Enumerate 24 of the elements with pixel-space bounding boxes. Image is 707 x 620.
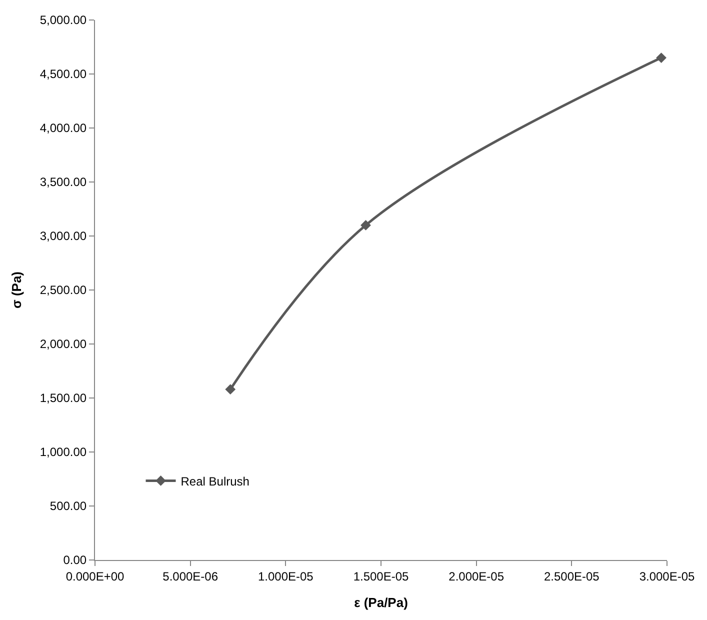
y-tick-label: 3,500.00 [40,175,87,190]
x-tick-label: 2.500E-05 [544,569,600,584]
x-tick-label: 1.500E-05 [353,569,410,584]
y-tick-label: 4,000.00 [40,121,87,136]
y-tick-label: 3,000.00 [40,229,87,244]
y-tick-label: 4,500.00 [40,67,87,82]
legend-label: Real Bulrush [180,474,250,488]
y-tick-label: 500.00 [50,499,87,514]
point [656,52,666,63]
y-tick-label: 5,000.00 [40,13,87,28]
x-tick-label: 2.000E-05 [448,569,504,584]
x-axis-title: ε (Pa/Pa) [354,595,408,610]
y-tick-label: 0.00 [63,553,87,568]
x-tick-label: 5.000E-06 [162,569,218,584]
y-tick-label: 2,000.00 [40,337,87,352]
x-tick-label: 3.000E-05 [639,569,696,584]
y-tick-label: 1,500.00 [40,391,87,406]
x-tick-label: 1.000E-05 [258,569,314,584]
y-tick-label: 1,000.00 [40,445,87,460]
x-tick-label: 0.000E+00 [66,569,125,584]
y-tick-label: 2,500.00 [40,283,87,298]
point [360,220,371,230]
point [225,384,236,395]
y-axis-title: σ (Pa) [8,271,24,309]
